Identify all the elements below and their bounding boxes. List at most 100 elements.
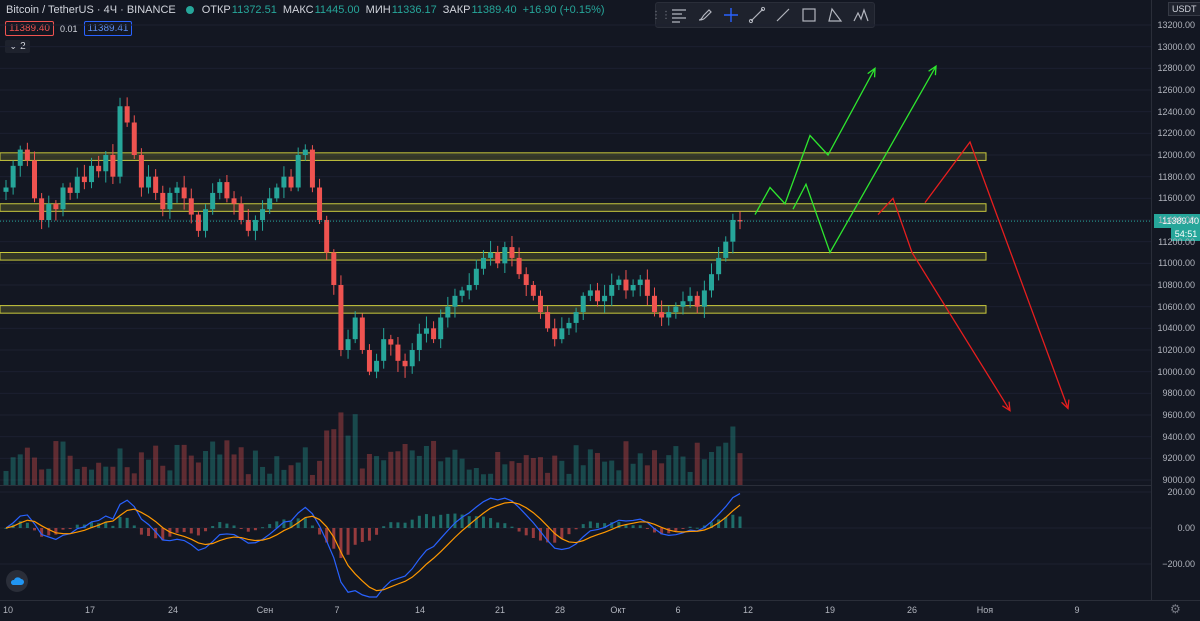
volume-bar: [81, 466, 87, 485]
volume-bar: [637, 453, 643, 485]
candle-body: [160, 192, 166, 210]
time-tick: 24: [167, 605, 179, 615]
candle-body: [17, 149, 23, 166]
candle-body: [366, 350, 372, 372]
candle-body: [659, 312, 665, 318]
macd-histogram-bar: [603, 523, 607, 528]
close-value: 11389.40: [471, 4, 517, 16]
candle-body: [281, 176, 287, 188]
candle-body: [466, 285, 472, 291]
macd-tick: 200.00: [1167, 487, 1195, 497]
price-axis[interactable]: 11389.40 54:51 9000.00 9200.00 9400.00 9600…: [1151, 0, 1200, 600]
macd-histogram-bar: [595, 522, 599, 528]
price-tick: 12600.00: [1157, 85, 1195, 95]
candle-body: [637, 279, 643, 285]
volume-bar: [480, 474, 486, 485]
time-axis[interactable]: 10 17 24 Сен 7 14 21 28 Окт 6 12 19 26 Ноя 9: [0, 600, 1200, 621]
text-align-icon[interactable]: [666, 4, 692, 26]
macd-histogram-bar: [389, 522, 393, 528]
buy-button[interactable]: 11389.41: [83, 21, 133, 36]
macd-histogram-bar: [496, 522, 500, 528]
open-label: ОТКР: [201, 4, 231, 16]
time-tick: 28: [554, 605, 566, 615]
macd-histogram-bar: [738, 516, 742, 528]
candle-body: [124, 106, 130, 123]
volume-bar: [103, 466, 109, 485]
macd-histogram-bar: [574, 528, 578, 530]
candle-body: [374, 360, 380, 372]
volume-bar: [146, 459, 152, 485]
macd-histogram-bar: [282, 519, 286, 528]
candle-body: [359, 317, 365, 350]
candle-body: [67, 187, 73, 193]
line-icon[interactable]: [770, 4, 796, 26]
price-tick: 13000.00: [1157, 41, 1195, 52]
tradingview-logo[interactable]: [6, 570, 28, 592]
volume-bar: [17, 454, 23, 485]
candle-body: [530, 285, 536, 296]
candle-body: [723, 241, 729, 258]
volume-bar: [174, 444, 180, 485]
macd-tick: −200.00: [1162, 559, 1195, 569]
candle-body: [730, 220, 736, 242]
macd-histogram-bar: [367, 528, 371, 541]
volume-bar: [281, 469, 287, 485]
price-tick: 9000.00: [1162, 475, 1195, 485]
candle-body: [438, 317, 444, 340]
candle-body: [573, 312, 579, 323]
volume-bar: [309, 474, 315, 485]
volume-bar: [552, 455, 558, 485]
chart-grid: [0, 24, 1151, 481]
macd-histogram-bar: [503, 523, 507, 528]
pattern-icon[interactable]: [848, 4, 874, 26]
candle-body: [630, 285, 636, 291]
candle-body: [210, 192, 216, 210]
volume-bar: [388, 451, 394, 485]
macd-histogram-bar: [460, 514, 464, 528]
candle-body: [181, 187, 187, 199]
volume-bar: [466, 469, 472, 485]
trend-line-icon[interactable]: [744, 4, 770, 26]
candle-body: [459, 290, 465, 296]
grip-icon[interactable]: ⋮⋮: [651, 9, 671, 21]
macd-histogram-bar: [581, 524, 585, 528]
candle-body: [39, 198, 45, 220]
macd-histogram-bar: [474, 516, 478, 528]
candle-body: [580, 295, 586, 313]
bearish-arrow-head: [1061, 399, 1070, 410]
currency-selector[interactable]: USDT: [1168, 2, 1200, 16]
price-tick: 12400.00: [1157, 106, 1195, 117]
volume-bar: [274, 456, 280, 485]
candle-body: [708, 274, 714, 291]
time-tick: 7: [334, 605, 340, 615]
candle-body: [587, 290, 593, 296]
zone-rect: [0, 203, 987, 212]
time-tick: Ноя: [976, 605, 994, 615]
price-tick: 10600.00: [1157, 301, 1195, 312]
symbol-title[interactable]: Bitcoin / TetherUS · 4Ч · BINANCE: [6, 4, 176, 16]
candle-body: [345, 339, 351, 350]
volume-bar: [89, 469, 95, 485]
volume-bar: [288, 465, 294, 485]
candle-body: [267, 198, 273, 210]
candle-body: [32, 160, 38, 199]
brush-icon[interactable]: [692, 4, 718, 26]
crosshair-icon[interactable]: [718, 4, 744, 26]
price-tick: 9400.00: [1162, 431, 1195, 442]
candle-body: [716, 257, 722, 275]
volume-bar: [431, 440, 437, 485]
candle-body: [552, 328, 558, 340]
sell-button[interactable]: 11389.40: [5, 21, 54, 36]
candle-body: [509, 247, 515, 258]
macd-histogram-bar: [268, 524, 272, 528]
volume-bar: [395, 451, 401, 485]
pane-separator[interactable]: [0, 485, 1151, 486]
path-icon[interactable]: [822, 4, 848, 26]
gear-icon[interactable]: ⚙: [1170, 602, 1181, 616]
volume-bar: [708, 451, 714, 485]
rectangle-icon[interactable]: [796, 4, 822, 26]
volume-bar: [252, 450, 258, 485]
macd-histogram-bar: [54, 528, 58, 535]
volume-bar: [53, 441, 59, 485]
price-chart[interactable]: [0, 0, 1151, 600]
